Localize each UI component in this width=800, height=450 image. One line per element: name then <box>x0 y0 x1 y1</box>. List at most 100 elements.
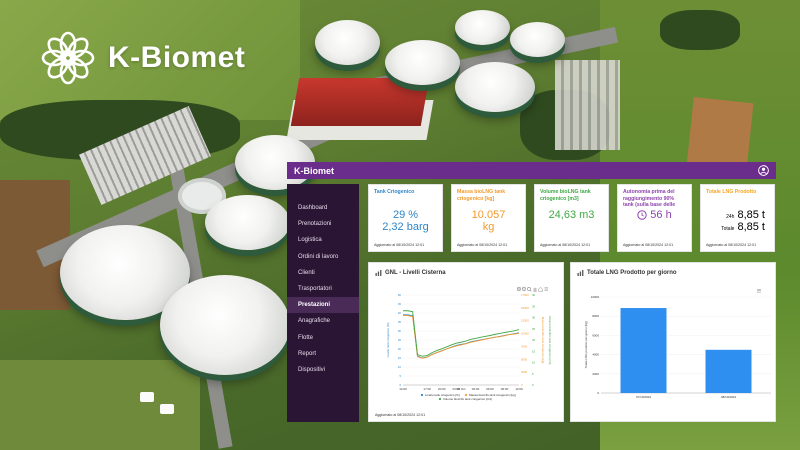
series-line <box>403 315 520 359</box>
y-right2-tick-label: 25 <box>532 327 536 331</box>
bar-chart-title: Totale LNG Prodotto per giorno <box>587 270 677 276</box>
y-right1-tick-label: 10000 <box>521 332 529 336</box>
y-tick-label: 4000 <box>592 353 599 357</box>
kpi-title: Massa bioLNG tank criogenico [kg] <box>457 189 506 202</box>
y-left-tick-label: 15 <box>398 356 402 360</box>
y-right2-tick-label: 40 <box>532 293 536 297</box>
y-left-tick-label: 40 <box>398 311 402 315</box>
kpi-card-autonomia: Autonomia prima del raggiungimento 90% t… <box>617 184 692 252</box>
y-right1-tick-label: 2500 <box>521 370 528 374</box>
x-tick-label: 20:00 <box>438 387 446 391</box>
x-tick-label: 23:00 <box>452 387 460 391</box>
legend-label: Volume bioLNG tank criogenico [m3] <box>443 397 492 401</box>
brand-name: K-Biomet <box>108 41 246 74</box>
kpi-title: Totale LNG Prodotto <box>706 189 757 195</box>
panel-updated: Aggiornato al 08/10/2024 12:01 <box>375 413 426 417</box>
y-right2-tick-label: 15 <box>532 349 536 353</box>
kpi-card-tank-criogenico: Tank Criogenico 29 % 2,32 barg Aggiornat… <box>368 184 443 252</box>
y-tick-label: 6000 <box>592 333 599 337</box>
x-tick-label: 12:00 <box>515 387 523 391</box>
y-axis-label: Totale LNG prodotto per giorno [kg] <box>584 321 588 368</box>
app-topbar: K-Biomet <box>287 162 776 179</box>
y-left-tick-label: 10 <box>398 365 402 369</box>
menu-icon[interactable] <box>544 287 549 291</box>
digester-dome <box>315 20 380 65</box>
y-left-tick-label: 25 <box>398 338 402 342</box>
panel-totale-lng-giorno: 0 2000 4000 6000 8000 10000 Totale LNG prodott… <box>570 262 776 422</box>
tree-line <box>660 10 740 50</box>
sidebar-item-flotte[interactable]: Flotte <box>298 334 314 341</box>
sidebar-item-prenotazioni[interactable]: Prenotazioni <box>298 221 332 228</box>
y-tick-label: 10000 <box>591 295 600 299</box>
chart-icon <box>375 270 382 276</box>
y-left-tick-label: 50 <box>398 293 402 297</box>
red-roof-building <box>290 78 430 126</box>
y-right1-tick-label: 7500 <box>521 344 528 348</box>
legend-marker <box>420 393 424 397</box>
kpi-card-massa: Massa bioLNG tank criogenico [kg] 10.057… <box>451 184 526 252</box>
line-chart: 0510152025303540455002500500075001000012… <box>386 286 552 401</box>
bar-menu-icon[interactable] <box>757 289 761 293</box>
x-tick-label: 14:00 <box>399 387 407 391</box>
line-chart-series <box>403 310 520 359</box>
panel-title-bar: Totale LNG Prodotto per giorno <box>577 270 677 276</box>
digester-dome <box>510 22 565 57</box>
plant-equipment <box>555 60 620 150</box>
clock-icon <box>637 210 647 220</box>
zoom-in-icon[interactable] <box>516 286 522 292</box>
x-tick-label: 17:00 <box>423 387 431 391</box>
home-reset-icon[interactable] <box>538 287 543 292</box>
kpi-updated: Aggiornato al 08/10/2024 12:01 <box>374 243 425 247</box>
x-tick-label: 08 Oct <box>457 387 466 391</box>
app-window: K-Biomet Dashboard Prenotazioni Logistic… <box>287 162 776 426</box>
kpi-card-volume: Volume bioLNG tank criogenico [m3] 24,63… <box>534 184 609 252</box>
x-tick-label: 08/10/2024 <box>721 395 736 399</box>
chart-icon <box>577 270 584 276</box>
y-left-tick-label: 5 <box>399 374 401 378</box>
zoom-out-icon[interactable] <box>521 286 527 292</box>
sidebar-item-prestazioni[interactable]: Prestazioni <box>287 297 359 314</box>
x-tick-label: 07/10/2024 <box>636 395 651 399</box>
digester-dome <box>455 62 535 112</box>
sidebar-item-dispositivi[interactable]: Dispositivi <box>298 366 326 373</box>
sidebar-item-dashboard[interactable]: Dashboard <box>298 205 328 211</box>
chart-toolbar <box>516 286 549 293</box>
y-right2-tick-label: 5 <box>532 372 534 376</box>
kpi-title: Autonomia prima del raggiungimento 90% t… <box>623 189 686 209</box>
legend-marker <box>438 397 442 401</box>
kpi-value-volume: 24,63 m3 <box>548 209 595 221</box>
kpi-card-totale-lng: Totale LNG Prodotto 24h 8,85 t Totale 8,… <box>700 184 775 252</box>
series-line <box>403 310 520 357</box>
kpi-value-row: 56 h <box>623 209 686 221</box>
kpi-updated: Aggiornato al 08/10/2024 12:01 <box>457 243 508 247</box>
sidebar-item-logistica[interactable]: Logistica <box>298 237 322 244</box>
sidebar-item-clienti[interactable]: Clienti <box>298 269 315 276</box>
zoom-select-icon[interactable] <box>527 287 532 292</box>
kpi-24h-row: 24h 8,85 t <box>706 209 769 221</box>
y-right2-tick-label: 35 <box>532 304 536 308</box>
kpi-updated: Aggiornato al 08/10/2024 12:01 <box>540 243 591 247</box>
kpi-value-pressure: 2,32 barg <box>382 221 429 233</box>
y-right1-tick-label: 0 <box>521 383 523 387</box>
y-right1-tick-label: 5000 <box>521 357 528 361</box>
user-account-icon[interactable] <box>758 165 769 176</box>
sidebar-item-report[interactable]: Report <box>298 350 317 357</box>
y-left-tick-label: 35 <box>398 320 402 324</box>
legend-marker <box>464 393 468 397</box>
kpi-value-mass: 10.057 <box>471 209 506 221</box>
line-chart-title: GNL - Livelli Cisterna <box>385 270 446 276</box>
digester-dome <box>385 40 460 85</box>
y-right1-tick-label: 17500 <box>521 293 529 297</box>
y-left-tick-label: 0 <box>399 383 401 387</box>
legend-label: Massa bioLNG tank criogenico [kg] <box>469 393 516 397</box>
kpi-value-24h: 8,85 t <box>737 209 765 221</box>
line-chart-axes: 0510152025303540455002500500075001000012… <box>386 293 552 391</box>
pan-hand-icon[interactable] <box>533 287 537 293</box>
y-right2-tick-label: 0 <box>532 383 534 387</box>
sidebar-item-ordini-di-lavoro[interactable]: Ordini di lavoro <box>298 253 339 260</box>
bar <box>620 308 667 393</box>
kpi-value-hours: 56 h <box>650 209 672 221</box>
sidebar-item-anagrafiche[interactable]: Anagrafiche <box>298 318 331 325</box>
sidebar-item-trasportatori[interactable]: Trasportatori <box>298 285 332 292</box>
y-right2-tick-label: 30 <box>532 316 536 320</box>
